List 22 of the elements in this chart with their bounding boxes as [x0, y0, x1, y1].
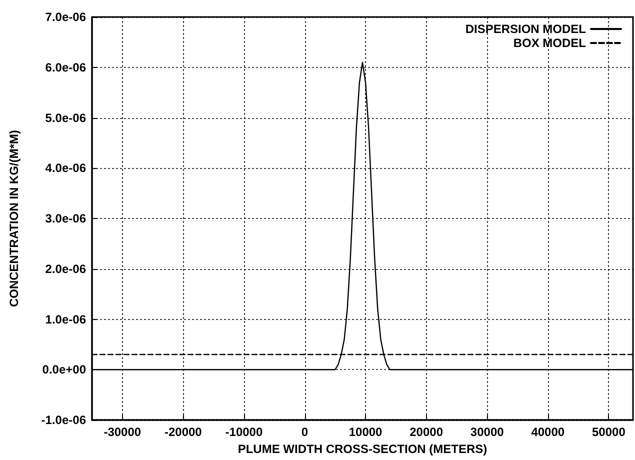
- y-tick-label: 7.0e-06: [45, 10, 86, 24]
- legend-label: BOX MODEL: [513, 36, 586, 50]
- x-tick-label: 50000: [592, 425, 626, 439]
- y-tick-label: 1.0e-06: [45, 312, 86, 326]
- x-tick-label: 30000: [470, 425, 504, 439]
- y-tick-label: 6.0e-06: [45, 60, 86, 74]
- y-tick-label: 3.0e-06: [45, 212, 86, 226]
- y-axis-title: CONCENTRATION IN KG/(M*M): [7, 130, 21, 308]
- y-tick-label: 0.0e+00: [42, 362, 86, 377]
- y-tick-label: 5.0e-06: [45, 110, 86, 125]
- y-tick-label: 2.0e-06: [45, 262, 86, 276]
- x-tick-label: -30000: [104, 425, 142, 439]
- x-tick-label: 40000: [531, 425, 565, 439]
- x-tick-label: -20000: [164, 425, 202, 439]
- x-tick-label: 10000: [348, 425, 383, 439]
- x-tick-label: -10000: [225, 425, 263, 439]
- x-tick-label: 0: [301, 425, 308, 439]
- x-tick-label: 20000: [410, 425, 444, 439]
- y-tick-label: 4.0e-06: [45, 161, 86, 176]
- legend-label: DISPERSION MODEL: [465, 22, 586, 36]
- x-axis-title: PLUME WIDTH CROSS-SECTION (METERS): [238, 442, 488, 456]
- y-tick-label: -1.0e-06: [41, 413, 86, 427]
